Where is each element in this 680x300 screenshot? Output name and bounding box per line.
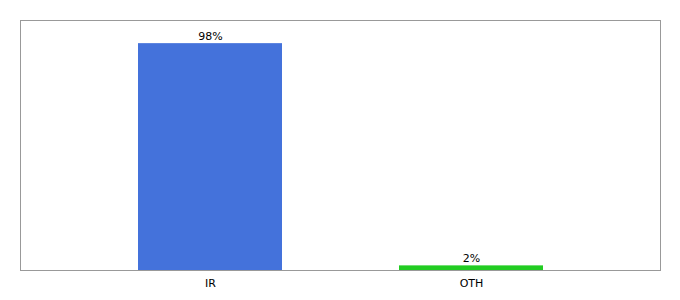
svg-text:2%: 2%	[463, 252, 480, 265]
svg-text:98%: 98%	[198, 30, 222, 43]
svg-text:IR: IR	[205, 277, 216, 290]
svg-text:OTH: OTH	[460, 277, 484, 290]
